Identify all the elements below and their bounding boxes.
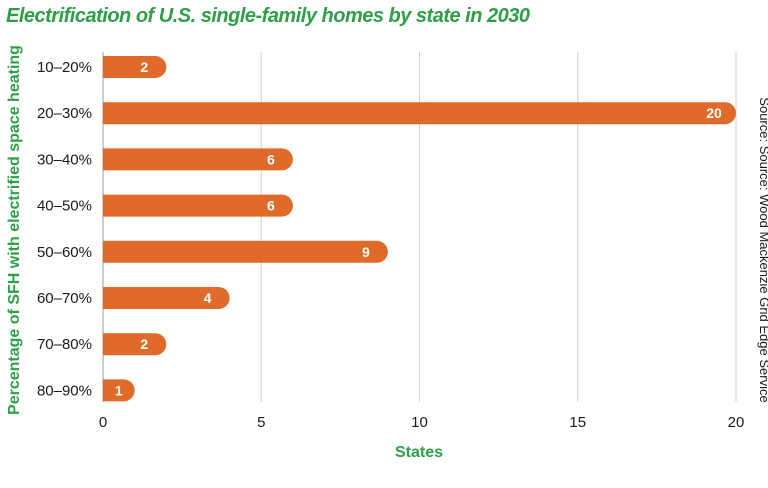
bar-value-label: 1 (115, 382, 123, 398)
bar-7 (103, 333, 167, 356)
category-label: 20–30% (37, 105, 92, 122)
bar-value-label: 6 (267, 198, 275, 214)
category-label: 70–80% (37, 336, 92, 353)
bar-value-label: 9 (362, 244, 370, 260)
x-tick-label: 0 (99, 414, 107, 431)
bar-3 (103, 148, 293, 171)
bar-4 (103, 194, 293, 217)
category-label: 60–70% (37, 290, 92, 307)
bars (103, 56, 737, 402)
x-tick-label: 5 (257, 414, 265, 431)
category-label: 40–50% (37, 198, 92, 215)
y-axis-title: Percentage of SFH with electrified space… (6, 45, 23, 415)
x-tick-label: 10 (411, 414, 428, 431)
bar-2 (103, 102, 737, 125)
source-note: Source: Source: Wood Mackenzie Grid Edge… (757, 97, 768, 402)
category-label: 50–60% (37, 244, 92, 261)
bar-1 (103, 56, 167, 78)
bar-value-label: 6 (267, 151, 275, 167)
bar-5 (103, 240, 388, 263)
category-labels: 10–20% 20–30% 30–40% 40–50% 50–60% 60–70% 70–8… (37, 59, 92, 399)
bar-value-label: 2 (140, 336, 148, 352)
bar-value-label: 2 (140, 59, 148, 75)
bar-8 (103, 379, 135, 402)
category-label: 80–90% (37, 382, 92, 399)
bar-value-label: 20 (706, 105, 722, 121)
x-tick-label: 15 (569, 414, 586, 431)
x-axis-title: States (395, 444, 443, 461)
bar-labels: 2 20 6 6 9 4 2 1 (115, 59, 722, 398)
x-tick-label: 20 (728, 414, 745, 431)
x-tick-labels: 0 5 10 15 20 (99, 414, 745, 431)
chart-title: Electrification of U.S. single-family ho… (6, 5, 530, 27)
bar-value-label: 4 (204, 290, 212, 306)
category-label: 10–20% (37, 59, 92, 76)
category-label: 30–40% (37, 151, 92, 168)
bar-6 (103, 287, 230, 309)
